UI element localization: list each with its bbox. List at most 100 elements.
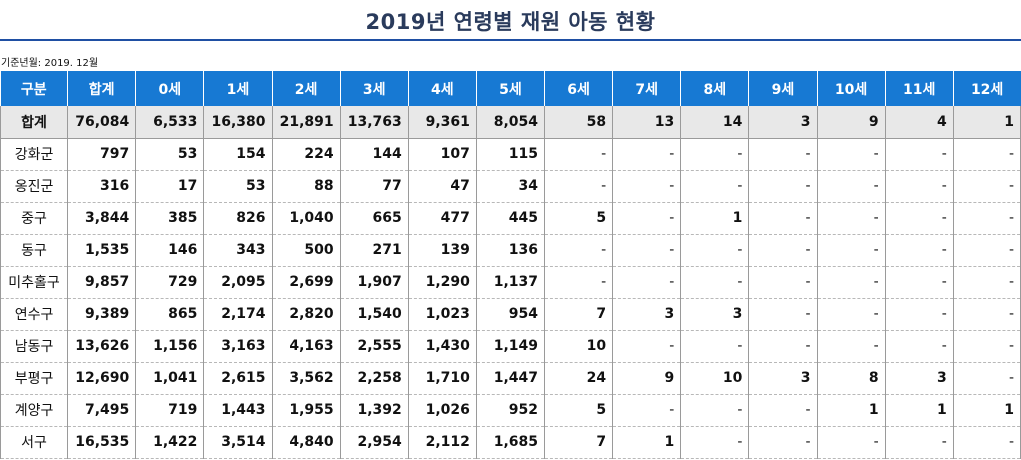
table-row: 중구 3,844 385 826 1,040 665 477 445 5-1- - - -	[0, 202, 1021, 235]
table-cell: -	[612, 138, 681, 171]
table-cell: 1	[952, 106, 1021, 139]
table-cell: 9,857	[67, 266, 136, 299]
table-cell: 9	[612, 362, 681, 395]
table-cell: -	[816, 202, 886, 235]
table-body: 합계 76,084 6,533 16,380 21,891 13,763 9,361 8,05…	[0, 106, 1021, 459]
table-cell: -	[952, 426, 1021, 459]
table-cell: 13,626	[67, 330, 136, 363]
table-cell: 3,163	[203, 330, 272, 363]
column-header: 6세	[543, 71, 613, 106]
table-cell: 2,615	[203, 362, 272, 395]
table-cell: 1,156	[135, 330, 204, 363]
table-cell: -	[816, 426, 886, 459]
table-cell: 1,535	[67, 234, 136, 267]
table-cell: 3,514	[203, 426, 272, 459]
table-cell: -	[543, 138, 613, 171]
table-cell: 2,954	[339, 426, 409, 459]
table-cell: -	[543, 170, 613, 203]
column-header: 4세	[407, 71, 477, 106]
page-title: 2019년 연령별 재원 아동 현황	[365, 10, 656, 34]
row-label: 옹진군	[0, 170, 68, 203]
total-row: 합계 76,084 6,533 16,380 21,891 13,763 9,361 8,05…	[0, 106, 1021, 139]
table-cell: -	[748, 394, 817, 427]
table-cell: -	[952, 234, 1021, 267]
row-label: 연수구	[0, 298, 68, 331]
table-cell: -	[884, 298, 954, 331]
table-cell: -	[748, 266, 817, 299]
table-cell: 53	[203, 170, 272, 203]
table-cell: 1,040	[271, 202, 341, 235]
table-cell: -	[680, 170, 749, 203]
table-cell: 2,555	[339, 330, 409, 363]
column-header: 12세	[952, 71, 1021, 106]
table-cell: 224	[271, 138, 341, 171]
table-cell: 144	[339, 138, 409, 171]
table-cell: 1,955	[271, 394, 341, 427]
table-cell: 500	[271, 234, 341, 267]
table-cell: 4,163	[271, 330, 341, 363]
table-cell: -	[952, 298, 1021, 331]
column-header: 8세	[680, 71, 749, 106]
table-cell: 4	[884, 106, 954, 139]
table-cell: 2,112	[407, 426, 477, 459]
table-cell: 146	[135, 234, 204, 267]
table-cell: -	[884, 170, 954, 203]
table-cell: -	[612, 266, 681, 299]
column-header: 7세	[612, 71, 681, 106]
table-cell: 53	[135, 138, 204, 171]
table-cell: 1,685	[475, 426, 545, 459]
table-cell: -	[952, 362, 1021, 395]
table-cell: 13,763	[339, 106, 409, 139]
table-cell: -	[748, 234, 817, 267]
table-cell: 9,361	[407, 106, 477, 139]
row-label: 중구	[0, 202, 68, 235]
table-cell: 24	[543, 362, 613, 395]
table-cell: -	[748, 426, 817, 459]
table-cell: 865	[135, 298, 204, 331]
table-cell: -	[816, 298, 886, 331]
table-cell: 3,562	[271, 362, 341, 395]
table-cell: -	[816, 234, 886, 267]
table-cell: 88	[271, 170, 341, 203]
table-cell: 1,392	[339, 394, 409, 427]
table-cell: -	[816, 138, 886, 171]
column-header: 2세	[271, 71, 341, 106]
table-cell: 1,710	[407, 362, 477, 395]
column-header: 11세	[884, 71, 954, 106]
table-cell: 719	[135, 394, 204, 427]
table-cell: -	[680, 394, 749, 427]
table-cell: 34	[475, 170, 545, 203]
table-cell: 2,258	[339, 362, 409, 395]
table-cell: -	[884, 202, 954, 235]
table-cell: 1,041	[135, 362, 204, 395]
table-cell: 3,844	[67, 202, 136, 235]
table-cell: -	[680, 426, 749, 459]
table-cell: 2,820	[271, 298, 341, 331]
column-header: 구분	[0, 71, 68, 106]
column-header: 5세	[475, 71, 545, 106]
table-cell: -	[612, 234, 681, 267]
table-cell: 1	[952, 394, 1021, 427]
table-cell: -	[748, 330, 817, 363]
table-header-row: 구분 합계 0세 1세 2세 3세 4세 5세 6세 7세 8세 9세 10세 11세 12세	[0, 71, 1021, 106]
row-label: 합계	[0, 106, 68, 139]
table-cell: -	[612, 394, 681, 427]
table-cell: -	[952, 202, 1021, 235]
table-row: 연수구 9,389 865 2,174 2,820 1,540 1,023 954 7 3 3- - -…	[0, 298, 1021, 331]
row-label: 강화군	[0, 138, 68, 171]
table-cell: -	[952, 330, 1021, 363]
column-header: 3세	[339, 71, 409, 106]
table-cell: 9	[816, 106, 886, 139]
table-cell: 3	[612, 298, 681, 331]
table-cell: 76,084	[67, 106, 136, 139]
table-cell: 10	[680, 362, 749, 395]
table-cell: 4,840	[271, 426, 341, 459]
table-cell: 1,907	[339, 266, 409, 299]
row-label: 계양구	[0, 394, 68, 427]
table-cell: 729	[135, 266, 204, 299]
table-row: 미추홀구 9,857 729 2,095 2,699 1,907 1,290 1,137- - -…	[0, 266, 1021, 299]
table-cell: 1,290	[407, 266, 477, 299]
table-cell: 1	[612, 426, 681, 459]
table-cell: 445	[475, 202, 545, 235]
